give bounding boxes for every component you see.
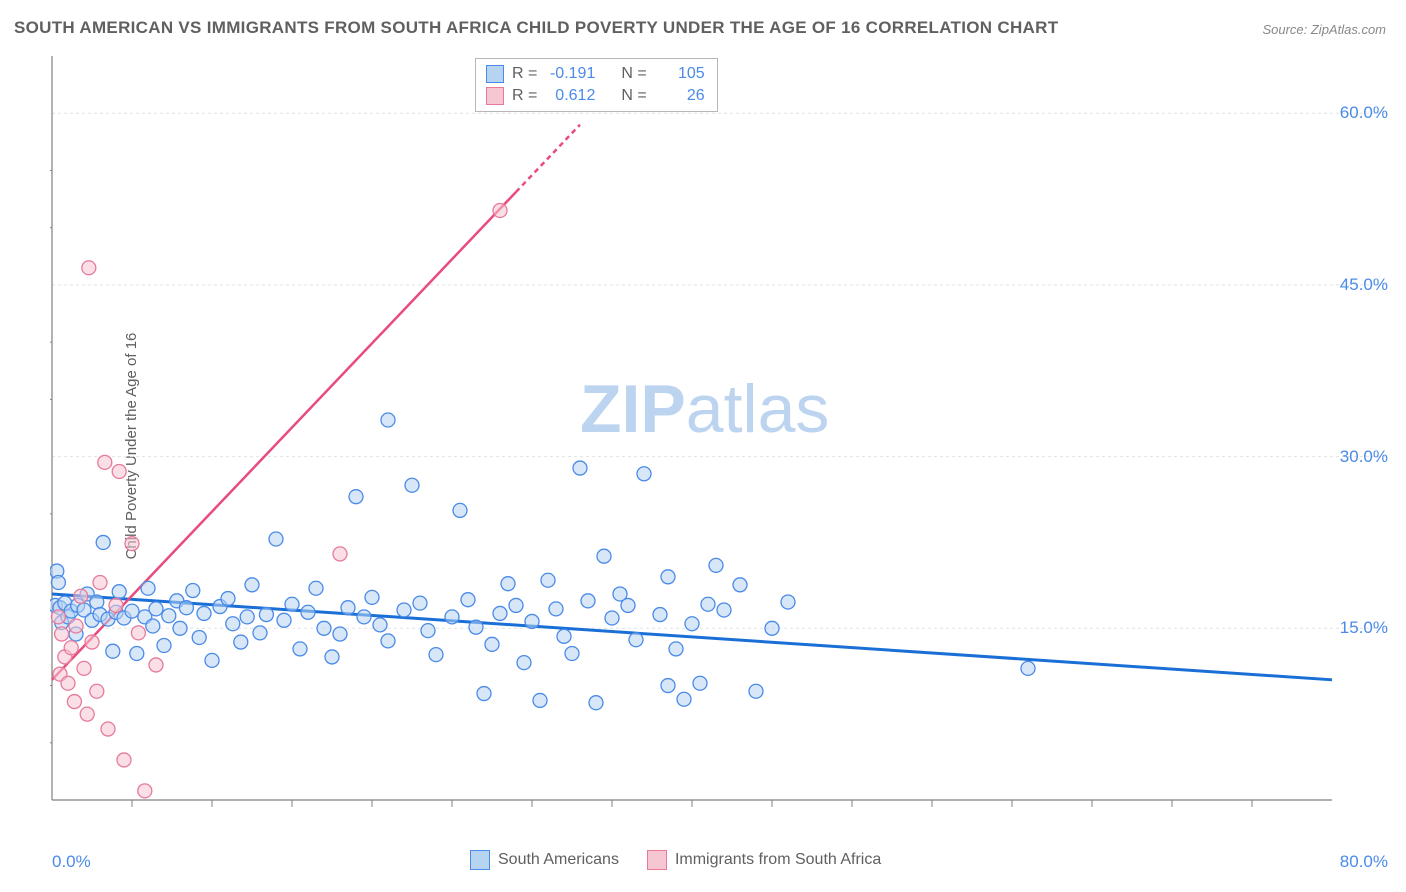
correlation-legend: R = -0.191 N = 105 R = 0.612 N = 26 [475, 58, 718, 112]
legend-label: South Americans [498, 851, 619, 869]
legend-row: R = 0.612 N = 26 [486, 85, 705, 107]
y-tick-label: 30.0% [1340, 447, 1388, 467]
y-tick-label: 60.0% [1340, 103, 1388, 123]
source-label: Source: ZipAtlas.com [1262, 22, 1386, 37]
y-tick-label: 15.0% [1340, 618, 1388, 638]
x-tick-label: 80.0% [1340, 852, 1388, 872]
legend-swatch [486, 87, 504, 105]
legend-label: Immigrants from South Africa [675, 851, 881, 869]
r-label: R = [512, 63, 537, 85]
n-value: 26 [655, 85, 705, 107]
correlation-chart: SOUTH AMERICAN VS IMMIGRANTS FROM SOUTH … [0, 0, 1406, 892]
n-label: N = [621, 63, 646, 85]
r-label: R = [512, 85, 537, 107]
r-value: -0.191 [545, 63, 595, 85]
r-value: 0.612 [545, 85, 595, 107]
y-tick-label: 45.0% [1340, 275, 1388, 295]
series-legend: South Americans Immigrants from South Afr… [470, 850, 881, 870]
legend-swatch [647, 850, 667, 870]
chart-title: SOUTH AMERICAN VS IMMIGRANTS FROM SOUTH … [14, 18, 1058, 38]
legend-item: Immigrants from South Africa [647, 850, 881, 870]
legend-item: South Americans [470, 850, 619, 870]
legend-swatch [470, 850, 490, 870]
legend-swatch [486, 65, 504, 83]
legend-row: R = -0.191 N = 105 [486, 63, 705, 85]
x-tick-label: 0.0% [52, 852, 91, 872]
n-label: N = [621, 85, 646, 107]
n-value: 105 [655, 63, 705, 85]
plot-area [50, 48, 1390, 838]
